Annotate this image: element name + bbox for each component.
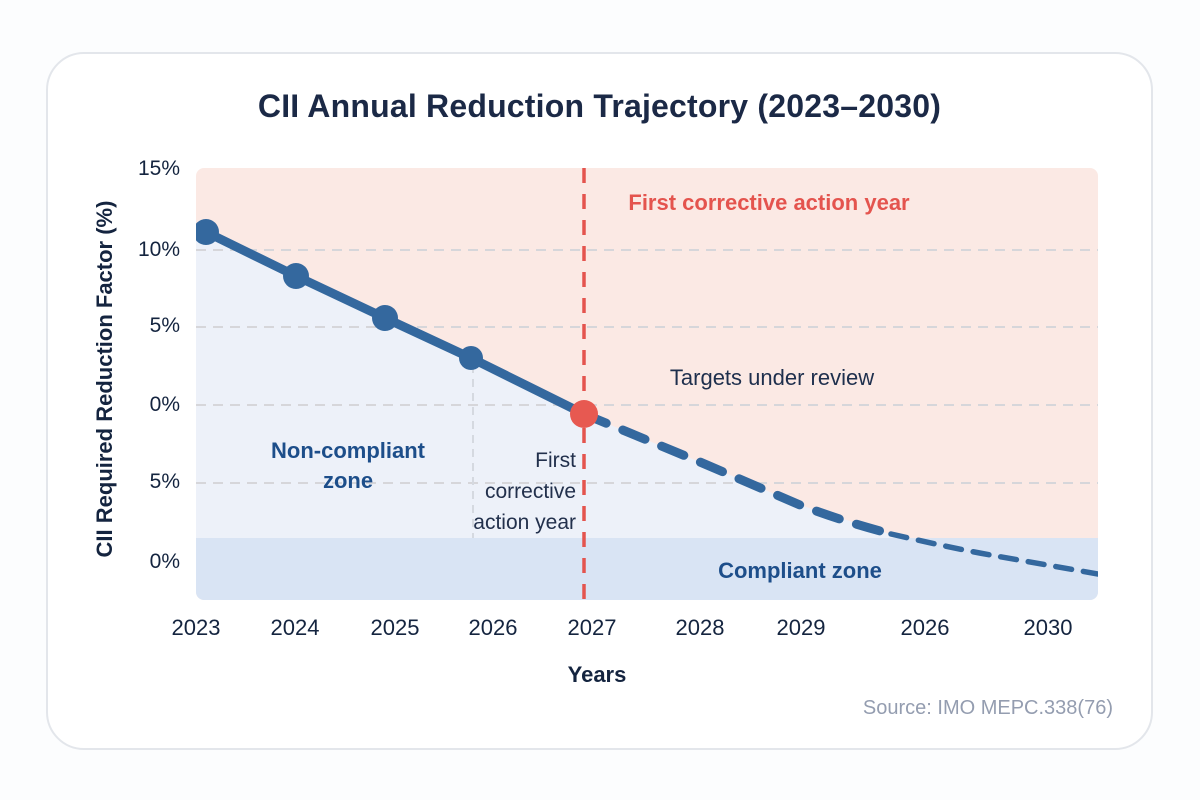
plot-area xyxy=(196,168,1098,600)
corrective-action-point xyxy=(570,400,598,428)
y-tick-label: 0% xyxy=(149,393,180,416)
y-tick-label: 0% xyxy=(149,550,180,573)
horizontal-gridlines xyxy=(196,249,1098,484)
y-tick-label: 5% xyxy=(149,470,180,493)
source-note: Source: IMO MEPC.338(76) xyxy=(862,697,1113,719)
y-axis-title: CII Required Reduction Factor (%) xyxy=(92,200,117,558)
x-tick-label: 2027 xyxy=(567,615,617,640)
x-tick-label: 2024 xyxy=(270,615,320,640)
corrective-inline-line1: First xyxy=(535,449,576,472)
chart-title: CII Annual Reduction Trajectory (2023–20… xyxy=(257,88,942,124)
y-tick-label: 15% xyxy=(137,157,180,180)
trajectory-line-dashed-thin xyxy=(888,531,1098,577)
corrective-inline-line2: corrective xyxy=(484,480,576,503)
y-tick-label: 5% xyxy=(149,314,180,337)
x-tick-label: 2023 xyxy=(171,615,221,640)
x-tick-label: 2025 xyxy=(370,615,420,640)
y-tick-label: 10% xyxy=(137,238,180,261)
x-tick-label: 2026 xyxy=(468,615,518,640)
x-tick-label: 2026 xyxy=(900,615,950,640)
noncompliant-zone-label-line2: zone xyxy=(322,468,374,493)
x-tick-label: 2030 xyxy=(1023,615,1073,640)
x-tick-label: 2028 xyxy=(675,615,725,640)
corrective-action-year-label-top: First corrective action year xyxy=(628,190,910,215)
noncompliant-zone-label: Non-compliant zone xyxy=(198,436,498,496)
x-axis-title: Years xyxy=(567,662,627,687)
x-tick-label: 2029 xyxy=(776,615,826,640)
corrective-inline-line3: action year xyxy=(473,511,576,534)
compliant-zone-label: Compliant zone xyxy=(718,558,882,583)
noncompliant-zone-fill xyxy=(196,228,898,538)
data-point-markers xyxy=(196,219,483,370)
corrective-action-year-label-inline: First corrective action year xyxy=(316,445,576,538)
trajectory-chart-svg xyxy=(196,168,1098,600)
trajectory-line-dashed xyxy=(579,409,889,537)
targets-under-review-label: Targets under review xyxy=(669,365,875,390)
noncompliant-zone-label-line1: Non-compliant xyxy=(271,438,425,463)
